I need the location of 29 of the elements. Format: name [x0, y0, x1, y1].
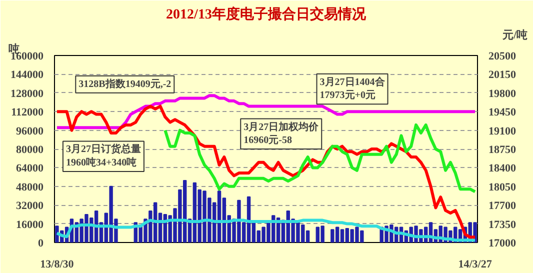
y2-tick-label: 19100	[488, 125, 516, 138]
y2-tick-label: 19800	[488, 88, 516, 100]
y2-tick-label: 17700	[488, 200, 516, 212]
y-tick-label: 80000	[16, 144, 44, 156]
y-tick-label: 64000	[16, 162, 44, 175]
chart-title: 2012/13年度电子撮合日交易情况	[166, 6, 367, 22]
y-tick-label: 32000	[16, 200, 44, 212]
annotation: 3月27日加权均价 16960元-58	[244, 120, 320, 146]
annotation: 3128B指数19409元,-2	[78, 78, 172, 90]
y2-tick-label: 17000	[488, 238, 516, 250]
y2-axis-title: 元/吨	[501, 28, 528, 42]
y2-tick-label: 20150	[488, 69, 516, 82]
y-tick-label: 144000	[10, 69, 44, 82]
y-tick-label: 0	[38, 238, 44, 250]
y-tick-label: 128000	[10, 88, 44, 100]
annotation: 3月27日1404合 17973元+0元	[320, 76, 386, 102]
y-tick-label: 48000	[16, 181, 44, 194]
y2-tick-label: 20500	[488, 50, 516, 62]
y-tick-label: 112000	[11, 106, 44, 119]
y2-tick-label: 17350	[488, 218, 516, 231]
y2-tick-label: 18750	[488, 144, 516, 156]
y-tick-label: 16000	[16, 218, 44, 231]
x-tick-label: 13/8/30	[40, 258, 74, 270]
y2-tick-label: 19450	[488, 106, 516, 119]
annotation: 3月27日订货总量 1960吨34+340吨	[66, 143, 141, 168]
y-tick-label: 96000	[16, 125, 44, 138]
y2-tick-label: 18400	[488, 162, 516, 175]
y2-tick-label: 18050	[488, 181, 516, 194]
x-tick-label: 14/3/27	[458, 258, 492, 270]
